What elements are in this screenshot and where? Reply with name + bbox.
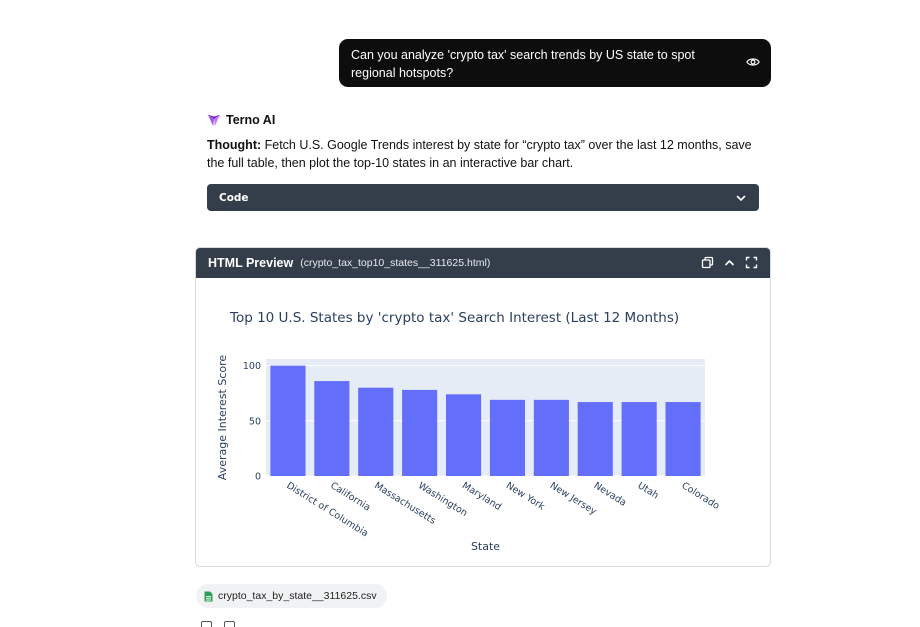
bar[interactable] [577, 402, 613, 476]
x-tick-label: New Jersey [548, 480, 599, 517]
code-label: Code [219, 191, 249, 204]
code-toggle-bar[interactable]: Code [207, 184, 759, 211]
thought-label: Thought: [207, 138, 262, 152]
bar[interactable] [270, 365, 306, 476]
terno-logo-icon [207, 114, 221, 127]
eye-icon[interactable] [746, 55, 760, 69]
bar[interactable] [314, 381, 350, 476]
bar[interactable] [665, 402, 701, 476]
csv-file-chip[interactable]: crypto_tax_by_state__311625.csv [196, 584, 387, 608]
fullscreen-icon[interactable] [745, 256, 758, 269]
chevron-down-icon[interactable] [735, 192, 747, 204]
bar[interactable] [358, 387, 394, 476]
copy-message-icon[interactable] [201, 621, 212, 627]
x-axis-label: State [471, 540, 500, 553]
bar-chart[interactable]: Top 10 U.S. States by 'crypto tax' Searc… [196, 278, 771, 567]
user-message-text: Can you analyze 'crypto tax' search tren… [351, 48, 695, 80]
x-tick-label: Colorado [679, 480, 721, 512]
user-message-bubble: Can you analyze 'crypto tax' search tren… [339, 39, 771, 87]
csv-file-name: crypto_tax_by_state__311625.csv [218, 590, 377, 602]
chart-title: Top 10 U.S. States by 'crypto tax' Searc… [229, 310, 679, 326]
html-preview-panel: HTML Preview (crypto_tax_top10_states__3… [195, 247, 771, 567]
preview-header: HTML Preview (crypto_tax_top10_states__3… [196, 248, 770, 278]
copy-icon[interactable] [701, 256, 714, 269]
y-tick-label: 100 [243, 361, 261, 372]
bar[interactable] [533, 399, 569, 476]
bar[interactable] [402, 389, 438, 476]
x-tick-label: Nevada [592, 480, 629, 509]
assistant-header: Terno AI [207, 111, 275, 129]
chart-area: Top 10 U.S. States by 'crypto tax' Searc… [196, 278, 771, 567]
x-tick-label: Utah [636, 480, 661, 501]
preview-title: HTML Preview [208, 256, 294, 270]
bar[interactable] [445, 394, 482, 476]
y-axis-label: Average Interest Score [216, 355, 229, 481]
x-tick-label: New York [504, 480, 547, 513]
bar[interactable] [489, 399, 526, 476]
thought-text: Thought: Fetch U.S. Google Trends intere… [207, 136, 759, 172]
file-icon [204, 591, 213, 601]
preview-filename: (crypto_tax_top10_states__311625.html) [300, 257, 491, 269]
chevron-up-icon[interactable] [723, 256, 736, 269]
feedback-icon[interactable] [224, 621, 235, 627]
y-tick-label: 0 [255, 472, 261, 483]
y-tick-label: 50 [249, 416, 261, 427]
assistant-name: Terno AI [226, 113, 276, 127]
thought-body: Fetch U.S. Google Trends interest by sta… [207, 138, 752, 170]
x-tick-label: District of Columbia [284, 480, 370, 539]
bar[interactable] [621, 402, 657, 476]
